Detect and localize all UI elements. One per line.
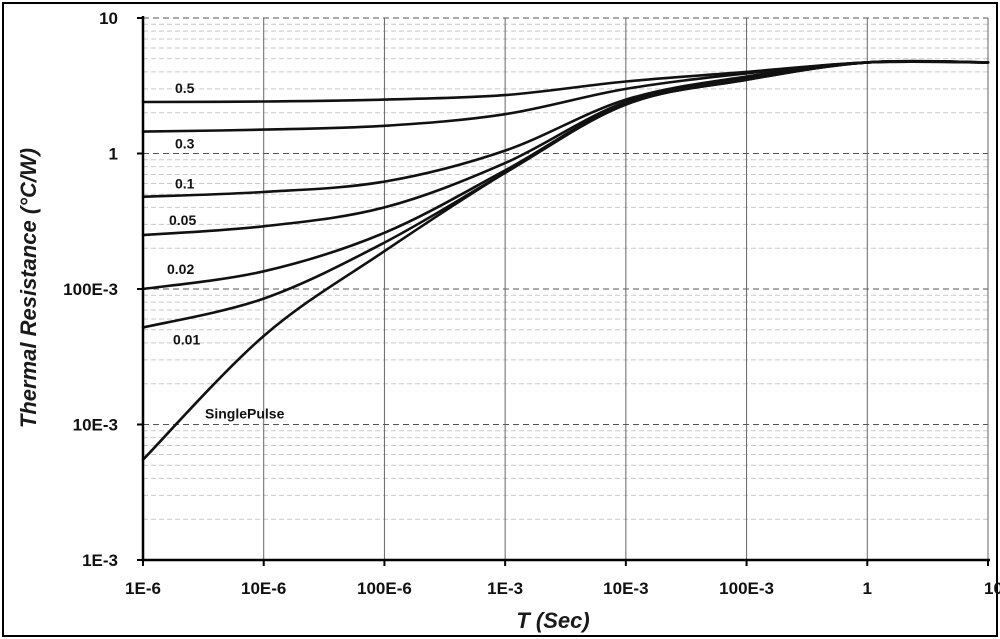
x-tick-label: 1 — [863, 579, 872, 598]
y-tick-label: 1E-3 — [82, 551, 118, 570]
series-label-0-05: 0.05 — [169, 212, 196, 228]
series-line-singlepulse — [141, 59, 990, 461]
y-tick-label: 100E-3 — [63, 280, 118, 299]
y-axis-title: Thermal Resistance (°C/W) — [16, 148, 41, 428]
x-tick-label: 10E-3 — [603, 579, 648, 598]
x-tick-label: 10 — [984, 579, 1000, 598]
series-label-0-01: 0.01 — [173, 331, 200, 347]
series-label-0-5: 0.5 — [175, 80, 195, 96]
x-axis-title: T (Sec) — [516, 608, 589, 633]
series-label-singlepulse: SinglePulse — [205, 406, 285, 422]
x-tick-label: 100E-3 — [719, 579, 774, 598]
tick-label-layer: 1E-6 10E-6 100E-6 1E-3 10E-3 100E-3 1 10 1E-3 10E… — [63, 9, 1000, 598]
series-layer — [141, 59, 990, 461]
x-tick-label: 100E-6 — [357, 579, 412, 598]
series-label-0-1: 0.1 — [175, 176, 195, 192]
y-tick-label: 10 — [99, 9, 118, 28]
series-label-0-02: 0.02 — [167, 261, 194, 277]
y-tick-label: 1 — [109, 145, 118, 164]
y-tick-label: 10E-3 — [73, 416, 118, 435]
x-tick-label: 1E-6 — [125, 579, 161, 598]
series-label-0-3: 0.3 — [175, 136, 195, 152]
x-tick-label: 10E-6 — [241, 579, 286, 598]
series-label-layer: 0.5 0.3 0.1 0.05 0.02 0.01 SinglePulse — [167, 80, 285, 422]
x-tick-label: 1E-3 — [487, 579, 523, 598]
